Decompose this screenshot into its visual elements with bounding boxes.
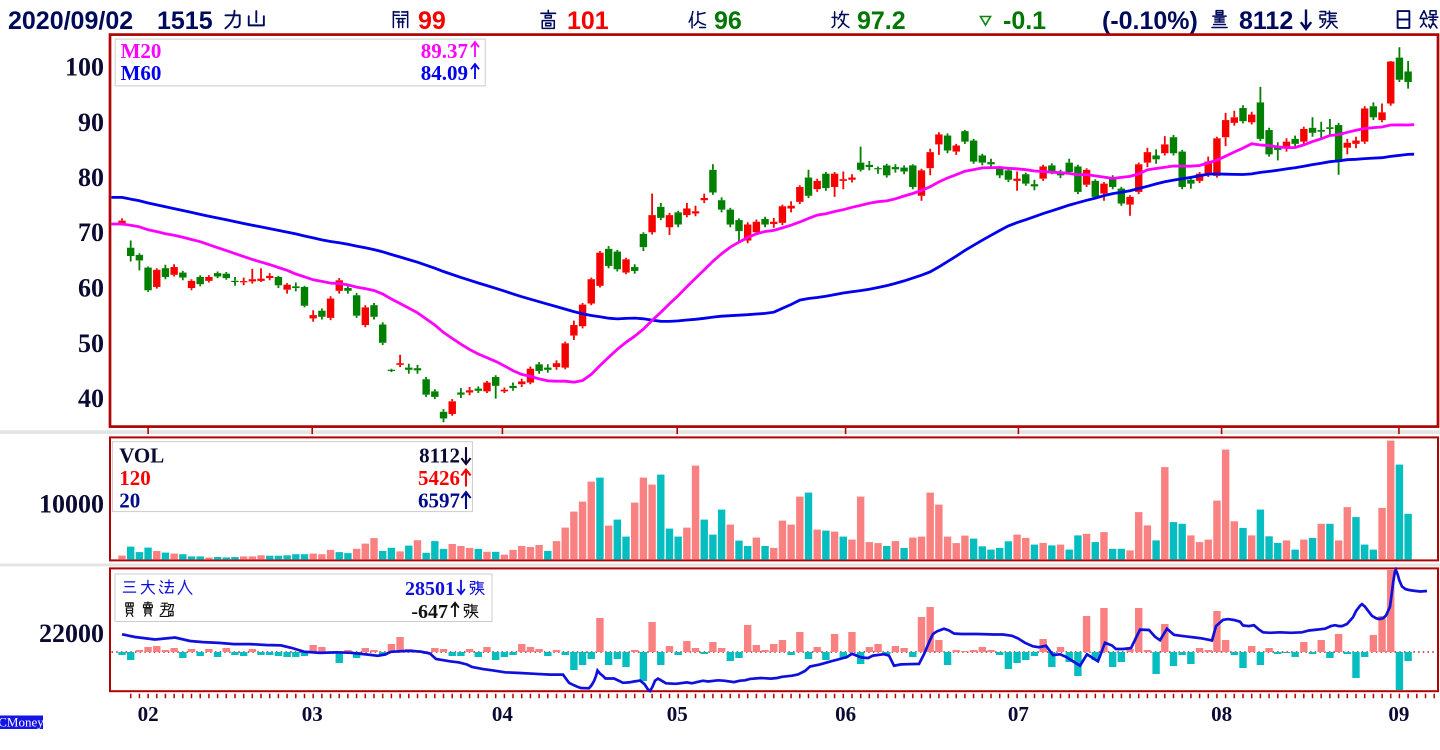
svg-text:M60: M60	[121, 61, 162, 85]
svg-text:08: 08	[1211, 702, 1232, 726]
svg-text:20: 20	[119, 489, 140, 513]
svg-text:06: 06	[835, 702, 856, 726]
svg-text:1515: 1515	[157, 7, 213, 35]
svg-text:101: 101	[567, 7, 609, 35]
svg-text:07: 07	[1008, 702, 1029, 726]
svg-text:120: 120	[119, 466, 151, 490]
svg-text:96: 96	[714, 7, 742, 35]
svg-text:VOL: VOL	[119, 444, 164, 468]
svg-text:03: 03	[302, 702, 323, 726]
svg-text:CMoney: CMoney	[0, 715, 44, 730]
svg-text:(-0.10%): (-0.10%)	[1102, 7, 1198, 35]
svg-text:80: 80	[78, 163, 104, 192]
svg-text:-0.1: -0.1	[1003, 7, 1046, 35]
svg-text:60: 60	[78, 274, 104, 303]
svg-text:89.37: 89.37	[421, 39, 468, 63]
svg-text:100: 100	[65, 53, 104, 82]
svg-text:6597: 6597	[418, 489, 460, 513]
svg-text:22000: 22000	[39, 619, 104, 648]
svg-text:70: 70	[78, 218, 104, 247]
svg-text:90: 90	[78, 108, 104, 137]
svg-text:99: 99	[418, 7, 446, 35]
svg-text:50: 50	[78, 329, 104, 358]
svg-text:2020/09/02: 2020/09/02	[8, 7, 133, 35]
svg-text:8112: 8112	[1239, 7, 1293, 35]
svg-text:10000: 10000	[39, 490, 104, 519]
svg-text:09: 09	[1388, 702, 1409, 726]
svg-text:5426: 5426	[418, 466, 460, 490]
svg-text:84.09: 84.09	[421, 61, 468, 85]
svg-text:-647: -647	[411, 601, 448, 623]
svg-text:02: 02	[138, 702, 159, 726]
svg-text:05: 05	[667, 702, 688, 726]
svg-text:M20: M20	[121, 39, 162, 63]
svg-text:28501: 28501	[405, 578, 455, 600]
svg-text:04: 04	[492, 702, 514, 726]
svg-text:8112: 8112	[419, 444, 460, 468]
svg-text:40: 40	[78, 384, 104, 413]
svg-text:97.2: 97.2	[857, 7, 906, 35]
